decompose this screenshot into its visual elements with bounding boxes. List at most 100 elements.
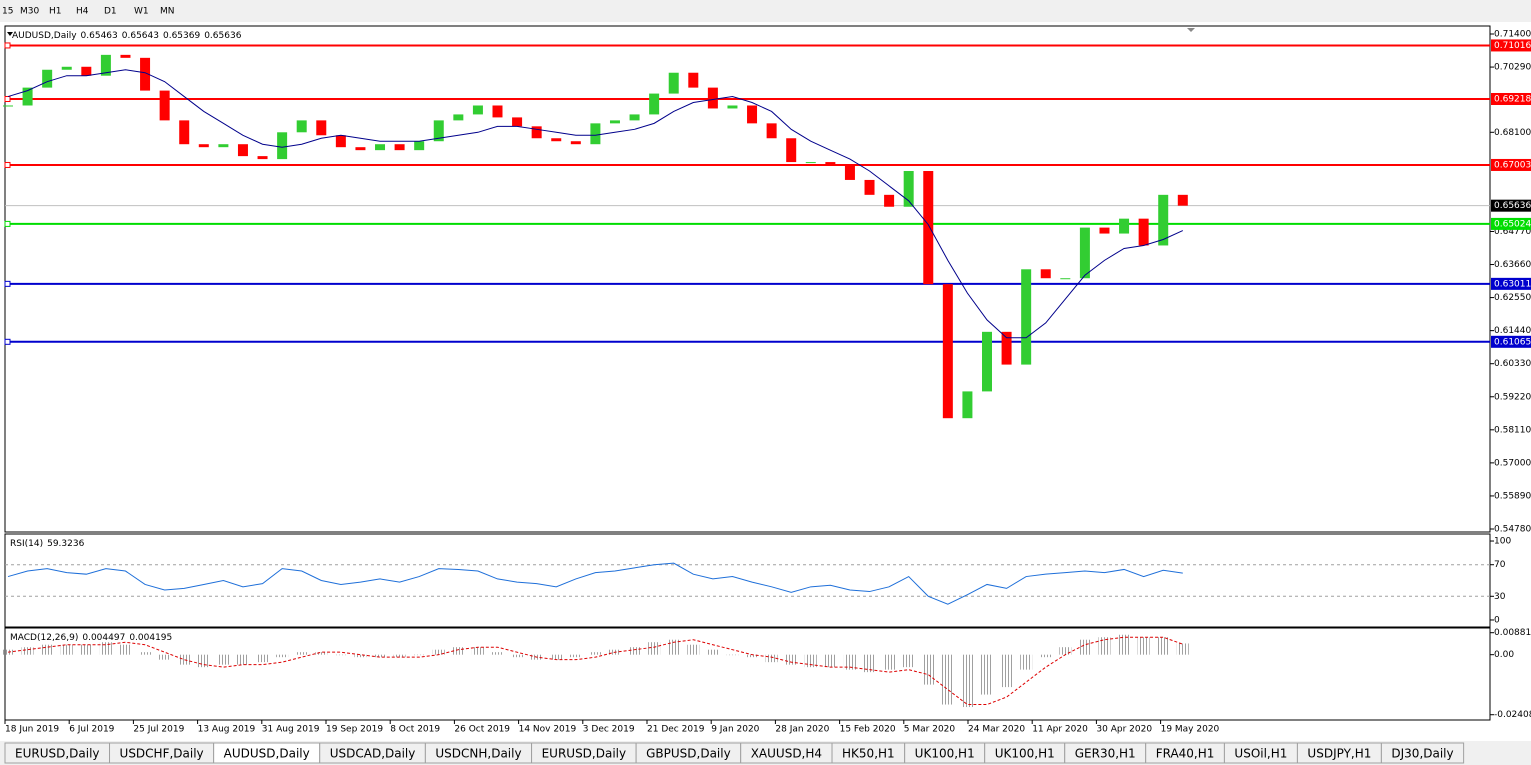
header-value: 0.65463 bbox=[81, 31, 118, 41]
candle-body bbox=[570, 141, 581, 145]
level-handle bbox=[4, 42, 11, 49]
tab-label[interactable]: HK50,H1 bbox=[842, 747, 895, 761]
tab-label[interactable]: UK100,H1 bbox=[995, 747, 1055, 761]
candle-body bbox=[688, 72, 699, 88]
candle-body bbox=[982, 331, 992, 392]
tab-label[interactable]: AUDUSD,Daily bbox=[224, 747, 310, 761]
candle-body bbox=[42, 69, 53, 88]
candle-body bbox=[1001, 331, 1012, 365]
x-tick-label: 21 Dec 2019 bbox=[647, 725, 705, 735]
candle-body bbox=[1158, 194, 1169, 246]
macd-bar bbox=[334, 654, 347, 656]
macd-bar bbox=[236, 654, 249, 665]
tab-label[interactable]: DJ30,Daily bbox=[1391, 747, 1453, 761]
tab-label[interactable]: USDCHF,Daily bbox=[120, 747, 204, 761]
y-tick-label: 0.64770 bbox=[1494, 227, 1531, 237]
timeframe-button[interactable]: H1 bbox=[49, 7, 62, 17]
header-value: 0.65369 bbox=[163, 31, 200, 41]
candle-body bbox=[707, 87, 718, 109]
macd-bar bbox=[1098, 637, 1111, 655]
macd-signal bbox=[7, 636, 1183, 706]
macd-bar bbox=[922, 654, 935, 685]
level-price-box bbox=[1491, 335, 1531, 348]
candle-body bbox=[257, 156, 268, 160]
timeframe-button[interactable]: MN bbox=[160, 7, 175, 17]
level-handle bbox=[4, 95, 11, 102]
candle-body bbox=[512, 117, 523, 127]
y-tick-label: 0.70290 bbox=[1494, 63, 1531, 73]
macd-bar bbox=[99, 642, 112, 655]
macd-bar bbox=[883, 654, 896, 670]
candle-body bbox=[884, 194, 895, 207]
macd-bar bbox=[452, 647, 465, 655]
macd-bar bbox=[569, 654, 582, 658]
indicator-title: MACD(12,26,9) 0.004497 0.004195 bbox=[10, 633, 172, 643]
y-tick-label: 0.59220 bbox=[1494, 392, 1531, 402]
current-price-box bbox=[1491, 199, 1531, 212]
shift-marker bbox=[1187, 28, 1195, 32]
tab-label[interactable]: GBPUSD,Daily bbox=[646, 747, 731, 761]
x-tick-label: 14 Nov 2019 bbox=[519, 725, 577, 735]
y-tick-label: 0.61440 bbox=[1494, 326, 1531, 336]
timeframe-button[interactable]: W1 bbox=[134, 7, 149, 17]
tab-label[interactable]: EURUSD,Daily bbox=[542, 747, 627, 761]
tab[interactable] bbox=[1380, 742, 1465, 764]
y-tick-label: 0.54780 bbox=[1494, 524, 1531, 534]
macd-bar bbox=[491, 652, 504, 655]
tab-label[interactable]: USDCAD,Daily bbox=[330, 747, 416, 761]
candle-body bbox=[140, 57, 151, 91]
candle-body bbox=[316, 120, 327, 136]
header-arrow bbox=[7, 32, 13, 36]
candle-body bbox=[198, 144, 209, 148]
timeframe-button[interactable]: D1 bbox=[104, 7, 117, 17]
level-price-label: 0.69218 bbox=[1494, 94, 1531, 104]
tab-label[interactable]: FRA40,H1 bbox=[1156, 747, 1215, 761]
candle-body bbox=[433, 120, 444, 142]
macd-bar bbox=[1118, 634, 1131, 655]
candle-body bbox=[629, 114, 640, 121]
macd-bar bbox=[746, 654, 759, 658]
macd-bar bbox=[981, 654, 993, 695]
timeframe-button[interactable]: 15 bbox=[2, 7, 13, 17]
macd-bar bbox=[315, 652, 328, 655]
candle-body bbox=[825, 162, 836, 166]
level-handle bbox=[4, 220, 11, 227]
tab-label[interactable]: GER30,H1 bbox=[1075, 747, 1136, 761]
macd-bar bbox=[1137, 637, 1150, 655]
tab-label[interactable]: UK100,H1 bbox=[915, 747, 975, 761]
macd-bar bbox=[432, 649, 445, 655]
macd-bar bbox=[785, 654, 798, 665]
moving-average bbox=[7, 69, 1184, 339]
candle-body bbox=[786, 138, 797, 163]
macd-bar bbox=[471, 647, 484, 655]
macd-bar bbox=[1039, 654, 1052, 658]
y-tick-label: 0 bbox=[1494, 615, 1500, 625]
timeframe-button[interactable]: M30 bbox=[20, 7, 39, 17]
macd-bar bbox=[843, 654, 856, 670]
tab-label[interactable]: XAUUSD,H4 bbox=[751, 747, 822, 761]
level-handle bbox=[4, 338, 11, 345]
level-price-label: 0.61065 bbox=[1494, 337, 1531, 347]
level-price-box bbox=[1491, 277, 1531, 290]
macd-bar bbox=[902, 654, 915, 668]
value: 0.004195 bbox=[129, 633, 172, 643]
level-price-box bbox=[1491, 92, 1531, 105]
rsi-line bbox=[7, 562, 1183, 605]
candle-body bbox=[1060, 278, 1071, 280]
timeframe-button[interactable]: H4 bbox=[76, 7, 89, 17]
candle-body bbox=[237, 144, 248, 157]
candle-body bbox=[159, 90, 170, 121]
candle-body bbox=[531, 126, 542, 139]
tab-label[interactable]: USOil,H1 bbox=[1234, 747, 1287, 761]
macd-bar bbox=[41, 644, 54, 655]
tab-label[interactable]: USDCNH,Daily bbox=[435, 747, 521, 761]
macd-bar bbox=[354, 654, 367, 658]
tab-label[interactable]: EURUSD,Daily bbox=[15, 747, 100, 761]
tab-label[interactable]: USDJPY,H1 bbox=[1307, 747, 1371, 761]
x-tick-label: 8 Oct 2019 bbox=[390, 725, 440, 735]
macd-panel bbox=[4, 627, 1491, 721]
header-value: 0.65643 bbox=[122, 31, 159, 41]
macd-bar bbox=[1176, 643, 1189, 655]
candle-body bbox=[1040, 269, 1051, 279]
